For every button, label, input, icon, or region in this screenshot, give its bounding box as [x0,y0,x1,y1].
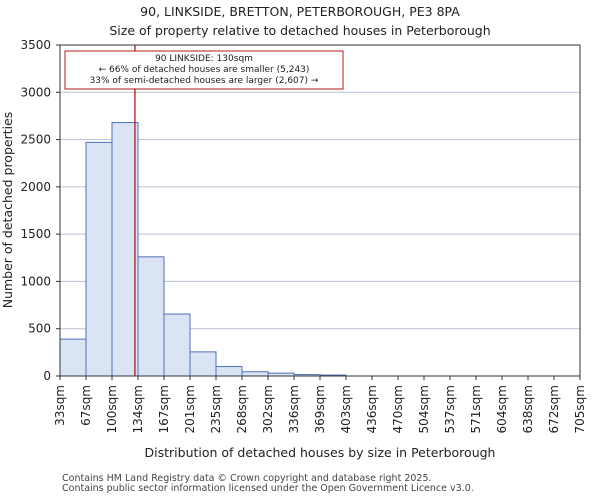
bar-167sqm [163,313,191,377]
bar-33sqm [59,338,87,377]
bar-67sqm [85,141,113,377]
x-tick-label: 705sqm [573,385,587,433]
x-axis-label: Distribution of detached houses by size … [145,445,496,460]
x-tick-label: 268sqm [235,385,249,433]
annotation-line-3: 33% of semi-detached houses are larger (… [90,76,319,86]
y-tick-label: 500 [28,322,51,336]
x-tick-label: 100sqm [105,385,119,433]
x-tick-label: 134sqm [131,385,145,433]
x-tick-label: 537sqm [443,385,457,433]
x-tick-label: 638sqm [521,385,535,433]
footer-line-2: Contains public sector information licen… [62,483,474,494]
x-tick-label: 369sqm [313,385,327,433]
x-tick-label: 604sqm [495,385,509,433]
y-tick-label: 1000 [20,274,51,288]
y-tick-label: 3500 [20,38,51,52]
x-axis-ticks: 33sqm 67sqm 100sqm 134sqm 167sqm 201sqm 235sqm… [53,376,587,433]
y-tick-label: 2000 [20,180,51,194]
x-tick-label: 201sqm [183,385,197,433]
x-tick-label: 67sqm [79,385,93,426]
x-tick-label: 504sqm [417,385,431,433]
x-tick-label: 235sqm [209,385,223,433]
y-tick-label: 1500 [20,227,51,241]
bars [59,122,347,377]
y-tick-label: 3000 [20,85,51,99]
x-tick-label: 571sqm [469,385,483,433]
y-axis-ticks: 0 500 1000 1500 2000 2500 3000 3500 [20,38,60,383]
x-tick-label: 167sqm [157,385,171,433]
property-annotation: 90 LINKSIDE: 130sqm ← 66% of detached ho… [64,50,344,90]
chart-title: 90, LINKSIDE, BRETTON, PETERBOROUGH, PE3… [140,4,460,19]
y-tick-label: 0 [43,369,51,383]
x-tick-label: 302sqm [261,385,275,433]
y-tick-label: 2500 [20,133,51,147]
bar-268sqm [241,371,269,377]
x-tick-label: 470sqm [391,385,405,433]
bar-100sqm [111,122,139,377]
annotation-box [64,50,344,90]
footer-line-1: Contains HM Land Registry data © Crown c… [62,473,432,484]
annotation-line-1: 90 LINKSIDE: 130sqm [155,54,253,64]
x-tick-label: 436sqm [365,385,379,433]
x-tick-label: 403sqm [339,385,353,433]
x-tick-label: 33sqm [53,385,67,426]
bar-134sqm [137,256,165,377]
x-tick-label: 672sqm [547,385,561,433]
bar-235sqm [215,366,243,377]
bar-201sqm [189,351,217,377]
chart-subtitle: Size of property relative to detached ho… [109,23,490,38]
y-axis-label: Number of detached properties [0,112,15,309]
x-tick-label: 336sqm [287,385,301,433]
annotation-line-2: ← 66% of detached houses are smaller (5,… [99,65,310,75]
